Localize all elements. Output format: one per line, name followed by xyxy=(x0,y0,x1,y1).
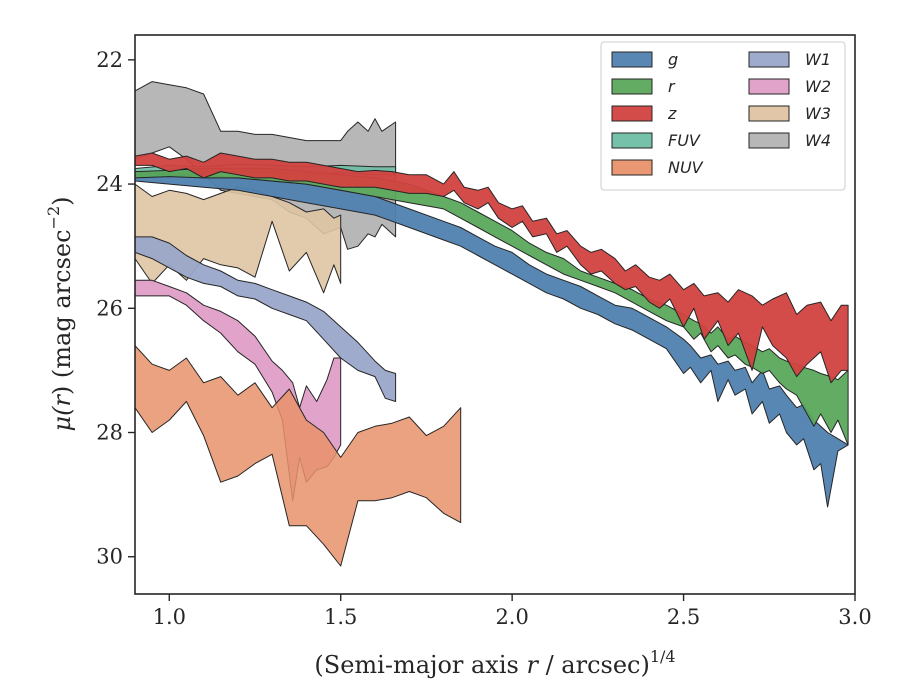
x-tick-label: 3.0 xyxy=(838,605,871,629)
legend-swatch-w3 xyxy=(748,105,790,122)
legend-swatch-w2 xyxy=(748,78,790,95)
band-layer xyxy=(135,81,849,567)
legend-swatch-z xyxy=(611,105,653,122)
legend-label-w4: W4 xyxy=(805,131,831,150)
legend-swatch-fuv xyxy=(611,132,653,149)
y-tick-label: 30 xyxy=(96,545,123,569)
legend-label-w2: W2 xyxy=(805,77,831,96)
y-tick-label: 22 xyxy=(96,48,123,72)
band-g xyxy=(135,171,849,508)
y-tick-label: 26 xyxy=(96,296,123,320)
x-tick-label: 1.5 xyxy=(324,605,357,629)
x-axis-label: (Semi-major axis r / arcsec)1/4 xyxy=(314,647,675,679)
legend-swatch-g xyxy=(611,51,653,68)
plot-frame xyxy=(134,34,856,595)
x-tick-label: 1.0 xyxy=(153,605,186,629)
tick-layer: 1.0 1.5 2.0 2.5 3.0 22 24 26 28 30 xyxy=(96,48,871,629)
band-r xyxy=(135,168,849,446)
legend-label-nuv: NUV xyxy=(668,158,704,177)
x-tick-label: 2.0 xyxy=(495,605,528,629)
legend: grz FUV NUV W1 W2 W3 W4 xyxy=(600,41,846,191)
legend-swatch-w4 xyxy=(748,132,790,149)
band-nuv xyxy=(135,345,462,567)
x-tick-label: 2.5 xyxy=(667,605,700,629)
band-w1 xyxy=(135,236,397,402)
y-axis-label: μ(r) (mag arcsec−2) xyxy=(44,196,76,431)
legend-swatch-nuv xyxy=(611,159,653,176)
y-tick-label: 24 xyxy=(96,172,123,196)
band-z xyxy=(135,152,849,384)
legend-label-w1: W1 xyxy=(805,50,831,69)
legend-label-r: r xyxy=(668,77,676,96)
legend-label-fuv: FUV xyxy=(668,131,701,150)
legend-label-w3: W3 xyxy=(805,104,831,123)
legend-swatch-r xyxy=(611,78,653,95)
legend-label-z: z xyxy=(667,104,677,123)
legend-swatch-w1 xyxy=(748,51,790,68)
y-tick-label: 28 xyxy=(96,421,123,445)
legend-label-g: g xyxy=(668,50,678,69)
